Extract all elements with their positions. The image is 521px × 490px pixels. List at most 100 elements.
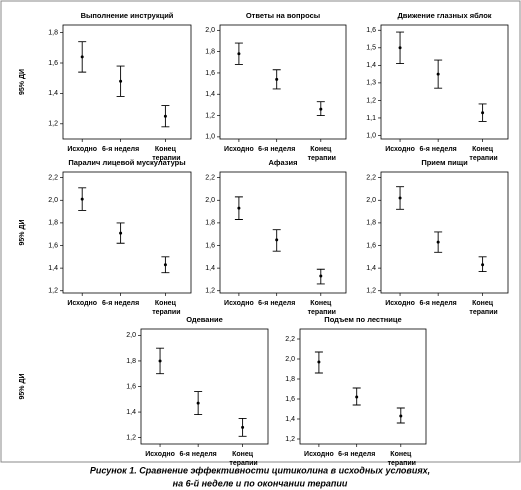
y-tick-label: 1,2 [48,288,58,295]
chart-title: Одевание [186,315,223,324]
mean-point [275,238,279,242]
x-tick-label: Исходно [385,300,415,307]
y-tick-label: 2,0 [205,197,215,204]
x-tick-label: 6-я неделя [258,300,295,307]
x-tick-label: 6-я неделя [338,451,375,458]
y-tick-label: 1,6 [48,242,58,249]
caption-line: на 6-й неделе и по окончании терапии [173,478,348,488]
mean-point [275,77,279,81]
y-tick-label: 1,8 [366,220,376,227]
y-tick-label: 1,8 [205,48,215,55]
y-tick-label: 1,0 [205,134,215,141]
mean-point [398,196,402,200]
chart-title: Прием пищи [421,158,468,167]
x-tick-label: Конец терапии [306,146,336,162]
mean-point [319,107,323,111]
x-tick-label: Конец терапии [386,451,416,467]
y-tick-label: 1,4 [366,62,376,69]
x-tick-label: Конец терапии [150,146,180,162]
y-tick-label: 1,4 [285,416,295,423]
y-tick-label: 1,4 [48,90,58,97]
y-tick-label: 1,2 [126,434,136,441]
x-tick-label: Конец терапии [150,300,180,316]
mean-point [481,111,485,115]
y-tick-label: 1,8 [285,376,295,383]
mean-point [119,79,123,83]
y-tick-label: 1,6 [366,27,376,34]
x-tick-label: Конец терапии [227,451,257,467]
x-tick-label: Исходно [385,146,415,153]
y-tick-label: 1,8 [48,220,58,227]
y-tick-label: 1,6 [126,383,136,390]
x-tick-label: 6-я неделя [180,451,217,458]
y-tick-label: 1,2 [48,121,58,128]
x-tick-label: Исходно [67,146,97,153]
y-tick-label: 1,4 [366,265,376,272]
y-tick-label: 1,6 [205,242,215,249]
y-tick-label: 1,8 [126,358,136,365]
y-tick-label: 1,4 [48,265,58,272]
mean-point [237,52,241,56]
y-tick-label: 2,0 [285,356,295,363]
chart-title: Паралич лицевой мускулатуры [68,158,185,167]
y-tick-label: 1,6 [366,242,376,249]
mean-point [317,360,321,364]
x-tick-label: 6-я неделя [102,300,139,307]
mean-point [163,114,167,118]
y-tick-label: 1,8 [48,29,58,36]
y-axis-label: 95% ДИ [19,220,26,246]
mean-point [237,206,241,210]
y-tick-label: 1,6 [205,70,215,77]
plot-frame [380,24,509,140]
mean-point [399,414,403,418]
x-tick-label: Исходно [145,451,175,458]
mean-point [319,274,323,278]
y-tick-label: 2,0 [366,197,376,204]
plot-frame [140,328,269,445]
plot-frame [62,171,192,294]
y-tick-label: 1,3 [366,80,376,87]
y-tick-label: 1,2 [205,288,215,295]
mean-point [436,240,440,244]
mean-point [241,425,245,429]
x-tick-label: Конец терапии [306,300,336,316]
y-tick-label: 1,2 [366,288,376,295]
x-tick-label: 6-я неделя [102,146,139,153]
y-tick-label: 1,1 [366,115,376,122]
chart-title: Ответы на вопросы [246,11,320,20]
plot-frame [299,328,427,445]
y-axis-label: 95% ДИ [19,69,26,95]
y-tick-label: 1,4 [205,265,215,272]
mean-point [398,46,402,50]
chart-title: Движение глазных яблок [397,11,491,20]
y-tick-label: 2,0 [48,197,58,204]
y-tick-label: 1,2 [285,436,295,443]
mean-point [158,359,162,363]
x-tick-label: Конец терапии [467,146,497,162]
x-tick-label: Исходно [304,451,334,458]
x-tick-label: 6-я неделя [420,300,457,307]
chart-title: Афазия [269,158,298,167]
plot-frame [62,24,192,140]
plot-frame [219,24,347,140]
plot-frame [380,171,509,294]
y-tick-label: 2,2 [285,336,295,343]
y-tick-label: 2,2 [366,174,376,181]
mean-point [163,263,167,267]
y-tick-label: 1,5 [366,45,376,52]
chart-title: Выполнение инструкций [81,11,174,20]
mean-point [80,55,84,59]
y-tick-label: 1,4 [126,409,136,416]
y-tick-label: 1,4 [205,91,215,98]
x-tick-label: Исходно [224,300,254,307]
x-tick-label: Конец терапии [467,300,497,316]
mean-point [196,401,200,405]
chart-title: Подъем по лестнице [324,315,401,324]
y-tick-label: 1,6 [48,60,58,67]
mean-point [80,197,84,201]
y-axis-label: 95% ДИ [19,374,26,400]
mean-point [436,72,440,76]
y-tick-label: 2,2 [205,174,215,181]
y-tick-label: 1,2 [205,112,215,119]
